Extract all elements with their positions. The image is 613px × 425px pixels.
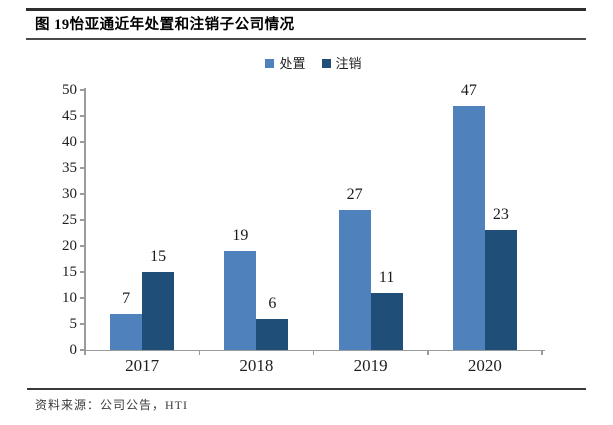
y-axis-tick [80,271,85,273]
x-axis-tick [198,350,200,355]
y-axis-tick [80,193,85,195]
bar-value-label: 6 [268,294,277,312]
y-axis-tick [80,323,85,325]
legend-swatch-icon [265,59,275,68]
y-axis-tick [80,245,85,247]
y-axis-line [84,88,86,350]
x-axis-tick [541,350,543,355]
top-rule [26,8,586,11]
chart-legend: 处置 注销 [85,57,542,70]
y-axis-tick-label: 15 [62,264,77,280]
x-axis-category-label: 2017 [125,356,160,375]
y-axis-tick [80,167,85,169]
y-axis-tick [80,89,85,91]
bar-注销-2018 [256,318,289,350]
y-axis-tick-label: 45 [62,108,77,124]
y-axis-tick-label: 10 [62,290,77,306]
bar-chart: 处置 注销 0 5 10 15 20 25 30 35 40 45 50 7 15 2017 19 6 2018 2… [62,57,545,375]
bar-处置-2019 [338,209,371,350]
legend-item-注销: 注销 [321,56,362,71]
source-note: 资料来源：公司公告，HTI [35,398,188,412]
y-axis-tick-label: 40 [62,134,77,150]
x-axis-line [80,349,545,351]
bar-注销-2019 [370,292,403,350]
x-axis-tick [427,350,429,355]
legend-item-处置: 处置 [265,56,306,71]
y-axis-tick [80,349,85,351]
y-axis-tick-label: 5 [69,316,78,332]
bar-value-label: 27 [346,185,363,203]
x-axis-category-label: 2020 [467,356,502,375]
y-axis-tick [80,297,85,299]
legend-label: 注销 [335,56,362,71]
bar-处置-2020 [452,105,485,350]
x-axis-category-label: 2019 [353,356,388,375]
bar-注销-2017 [142,272,175,350]
x-axis-tick [312,350,315,355]
bar-value-label: 15 [150,248,167,265]
y-axis-tick-label: 25 [62,212,77,228]
x-axis-tick [84,350,86,355]
legend-label: 处置 [279,56,306,71]
y-axis-tick [80,141,85,143]
legend-swatch-icon [321,59,331,68]
title-divider-rule [26,38,586,40]
bar-处置-2017 [110,313,143,350]
bar-value-label: 7 [122,289,131,307]
x-axis-category-label: 2018 [239,356,274,375]
y-axis-tick-label: 35 [62,160,77,176]
bar-value-label: 23 [492,206,509,224]
y-axis-tick-label: 30 [62,186,77,202]
bar-value-label: 11 [378,268,395,286]
bar-处置-2018 [224,251,257,350]
figure-title: 图 19怡亚通近年处置和注销子公司情况 [35,17,295,33]
y-axis-tick [80,219,85,221]
bar-注销-2020 [484,230,517,350]
y-axis-tick-label: 0 [69,342,78,358]
bar-value-label: 47 [460,81,477,99]
footer-divider-rule [27,388,586,390]
y-axis-tick-label: 50 [62,82,77,98]
bar-value-label: 19 [232,227,249,245]
y-axis-tick-label: 20 [62,238,77,254]
y-axis-tick [80,115,85,117]
